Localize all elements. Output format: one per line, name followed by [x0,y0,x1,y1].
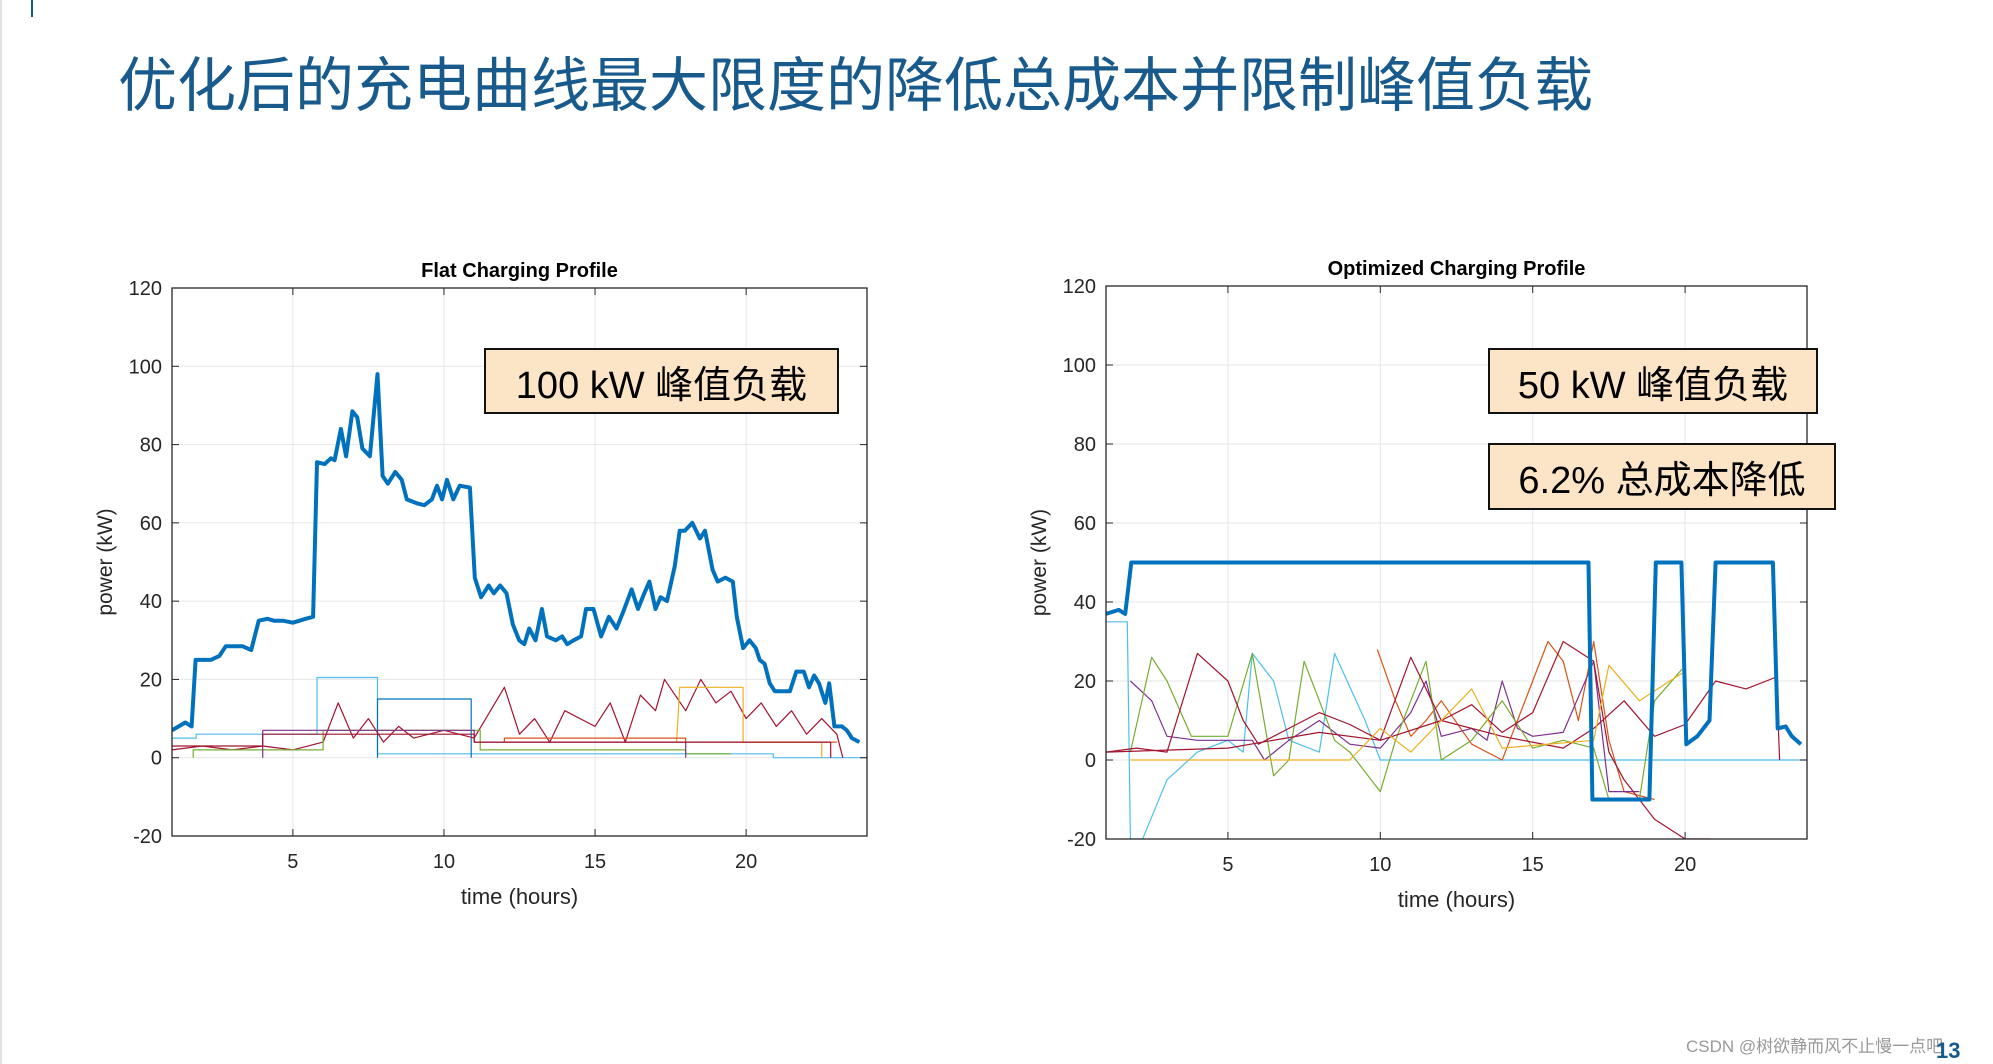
flat-x-tick-label: 20 [735,851,757,873]
opt-y-tick-label: 120 [1063,276,1096,298]
opt-x-tick-label: 5 [1222,854,1233,876]
flat-y-tick-label: 120 [129,278,162,300]
flat-series-ev-3 [172,678,844,758]
flat-y-tick-label: -20 [133,826,162,848]
opt-series-ev-5 [1106,640,1710,839]
opt-chart-title: Optimized Charging Profile [1328,258,1586,280]
flat-y-axis-label: power (kW) [94,508,117,615]
flat-series-total [172,372,861,744]
opt-cost-annotation: 6.2% 总成本降低 [1488,443,1836,510]
opt-y-tick-label: 40 [1074,592,1096,614]
watermark: CSDN @树欲静而风不止慢一点吧 [1686,1037,1944,1056]
flat-peak-annotation: 100 kW 峰值负载 [484,348,839,414]
opt-chart: 5 10 15 20 -20 0 20 40 60 80 100 120 Optimized Charg… [1028,258,1808,912]
flat-x-tick-label: 10 [433,851,455,873]
flat-series-ev-8 [172,733,832,758]
flat-y-tick-label: 80 [140,435,162,457]
flat-series-ev-1 [172,676,867,759]
opt-series-ev-3 [1129,660,1640,793]
flat-y-tick-label: 20 [140,669,162,691]
opt-y-tick-label: 100 [1063,355,1096,377]
page-number: 13 [1936,1038,1961,1063]
opt-x-tick-label: 10 [1369,854,1391,876]
opt-axes-box [1105,285,1808,840]
flat-y-tick-label: 100 [129,356,162,378]
slide-left-border [0,0,2,1064]
opt-y-tick-label: 80 [1074,434,1096,456]
flat-x-axis-label: time (hours) [461,884,578,909]
opt-series-ev-7 [1130,664,1683,761]
flat-chart: 5 10 15 20 -20 0 20 40 60 80 100 120 Flat Charging P… [94,260,868,909]
flat-series-ev-2 [376,698,472,758]
flat-series-group [172,372,867,759]
flat-series-ev-4 [676,686,823,758]
opt-x-tick-label: 15 [1522,854,1544,876]
opt-x-axis-label: time (hours) [1398,887,1515,912]
flat-y-tick-label: 60 [140,513,162,535]
opt-x-tick-label: 20 [1674,854,1696,876]
opt-y-tick-label: -20 [1067,829,1096,851]
opt-series-ev-2 [1376,640,1655,801]
flat-x-tick-label: 5 [287,851,298,873]
opt-y-axis-label: power (kW) [1028,509,1051,616]
opt-series-ev-6 [1106,676,1781,761]
flat-x-tick-label: 15 [584,851,606,873]
flat-chart-title: Flat Charging Profile [421,260,618,282]
flat-y-tick-label: 0 [151,748,162,770]
opt-y-tick-label: 60 [1074,513,1096,535]
opt-peak-annotation: 50 kW 峰值负载 [1488,348,1818,414]
opt-series-ev-4 [1129,652,1683,801]
opt-series-total [1106,560,1803,802]
opt-y-tick-label: 20 [1074,671,1096,693]
slide-title: 优化后的充电曲线最大限度的降低总成本并限制峰值负载 [118,51,1594,120]
flat-axes-box [171,287,868,837]
slide-corner-mark [31,0,33,17]
flat-y-tick-label: 40 [140,591,162,613]
opt-series-ev-1 [1106,621,1807,839]
opt-series-group [1106,560,1807,839]
opt-y-tick-label: 0 [1085,750,1096,772]
